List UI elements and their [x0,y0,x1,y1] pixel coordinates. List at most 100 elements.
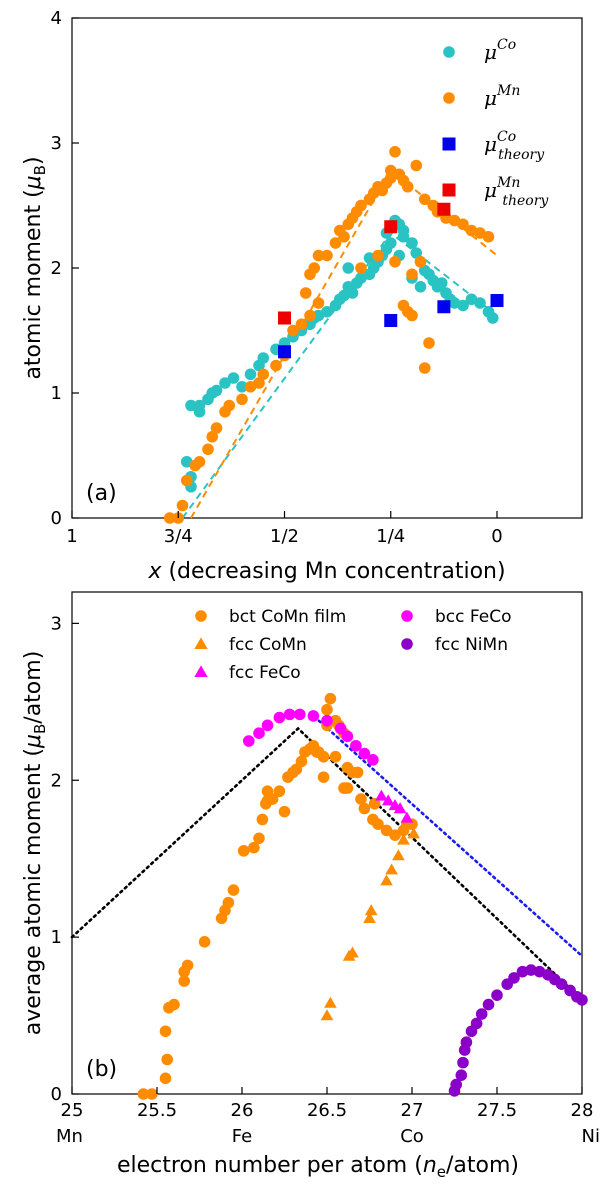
x-tick-label: 3/4 [164,526,193,547]
data-point-mu-mn [418,362,431,374]
data-point-bct-comn-film [198,936,211,948]
data-point-fcc-nimn [576,994,588,1006]
data-point-mu-mn [355,262,367,274]
panel-b-x-axis-label: electron number per atom (ne/atom) [117,1153,519,1181]
legend-marker [195,610,207,622]
dotted-trend-line [308,711,584,958]
data-point-mu-co [193,399,206,412]
data-point-fcc-nimn [508,972,520,984]
legend-label: μCo theory [484,129,545,163]
data-point-mu-co [185,399,197,412]
element-tick-label: Mn [56,1126,83,1147]
data-point-bcc-feco [253,727,265,739]
data-point-mu-mn [257,368,270,381]
data-point-mu-mn [355,199,367,212]
data-point-mu-mn [253,377,265,389]
data-point-fcc-comn [385,863,398,875]
data-point-bct-comn-film [237,845,250,857]
data-point-bct-comn-film [389,829,401,841]
data-point-mu-co [410,247,423,259]
legend-label: μMn [484,83,520,110]
data-point-bct-comn-film [168,998,180,1011]
data-point-mu-co [219,377,231,389]
data-point-mu-mn [389,255,401,268]
data-point-mu-co [435,277,448,289]
legend-label: μMn theory [484,175,549,209]
data-point-fcc-nimn [470,1017,483,1030]
data-point-mu-co [384,237,397,249]
data-point-bct-comn-film [351,766,364,779]
data-point-bct-comn-film [159,1072,172,1085]
legend-marker [401,610,413,622]
data-point-mu-mn [457,218,469,231]
data-point-fcc-feco [400,811,414,823]
panel-a-legend: μCo μMn μCo theory μMn theory [442,37,549,209]
data-point-mu-mn-theory [278,311,291,325]
data-point-bct-comn-film [222,896,235,909]
y-tick-label: 4 [51,8,62,29]
data-point-bct-comn-film [161,1053,173,1066]
data-point-mu-mn [401,180,414,193]
data-point-fcc-comn [392,849,405,861]
x-tick-label: 25.5 [137,1100,177,1121]
data-point-mu-mn [176,499,189,512]
data-point-mu-co [486,312,499,324]
data-point-bct-comn-film [329,750,342,763]
data-point-fcc-nimn [455,1069,468,1081]
data-point-bct-comn-film [137,1088,150,1100]
data-point-mu-mn [202,443,214,456]
data-point-bct-comn-film [253,832,265,845]
y-tick-label: 1 [51,927,62,948]
data-point-fcc-comn [364,904,378,916]
legend-label: fcc FeCo [229,663,301,683]
dotted-trend-line [70,726,584,1002]
data-point-bct-comn-film [372,818,384,830]
x-tick-label: 25 [61,1100,84,1121]
data-point-fcc-comn [363,911,376,924]
data-point-bct-comn-film [227,884,240,896]
y-tick-label: 2 [51,258,62,279]
x-tick-label: 1 [66,526,77,547]
data-point-bcc-feco [307,710,320,722]
legend-label: fcc CoMn [229,635,307,655]
legend-marker [442,183,456,197]
data-point-mu-mn [414,255,427,268]
data-point-fcc-nimn [482,998,495,1011]
x-tick-label: 0 [491,526,502,547]
legend-item: bct CoMn film [195,607,346,627]
x-tick-label: 28 [571,1100,594,1121]
legend-marker [401,638,413,650]
data-point-bct-comn-film [266,793,279,805]
data-point-mu-mn [372,249,384,262]
data-point-mu-mn [236,393,248,406]
data-point-mu-mn [223,399,236,412]
legend-marker [443,46,455,58]
data-point-bct-comn-film [248,841,260,854]
data-point-bct-comn-film [380,824,393,837]
data-point-fcc-nimn [450,1078,463,1091]
element-tick-label: Fe [232,1126,252,1147]
data-point-bct-comn-film [278,805,291,818]
y-tick-label: 1 [51,383,62,404]
data-point-mu-mn [338,230,350,243]
data-point-mu-mn [299,287,312,299]
data-point-mu-mn [406,268,418,281]
data-point-fcc-comn [380,874,393,886]
data-point-mu-mn-theory [384,220,398,234]
data-point-bcc-feco [321,714,333,727]
data-point-bcc-feco [358,747,371,760]
panel-b-axes: 25 25.5 26 26.5 27 27.5 28 Mn Fe Co Ni 0 1 2 3 [51,613,600,1147]
data-point-mu-co [457,299,469,312]
data-point-mu-co-theory [384,314,398,327]
data-point-mu-co [414,280,427,293]
panel-b-y-axis-label: average atomic moment (μB/atom) [21,651,49,1036]
data-point-fcc-feco [375,789,388,801]
panel-b: 25 25.5 26 26.5 27 27.5 28 Mn Fe Co Ni 0 1 2 3 bct CoM… [21,591,600,1181]
y-tick-label: 0 [51,1084,62,1105]
legend-item: μMn theory [442,175,549,209]
data-point-fcc-comn [397,833,410,845]
data-point-mu-mn [410,159,423,172]
data-point-fcc-nimn [475,1008,488,1020]
element-tick-label: Ni [582,1126,600,1147]
